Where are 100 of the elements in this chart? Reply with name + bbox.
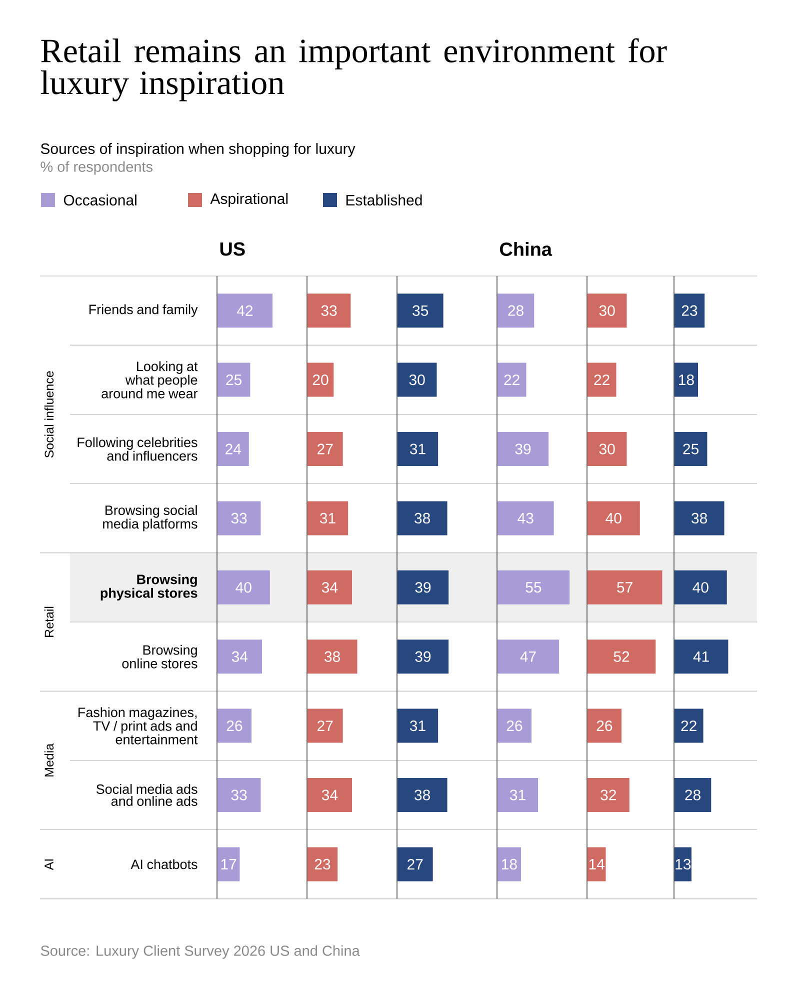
data-label: 57 <box>617 582 632 593</box>
source-note: Source: Luxury Client Survey 2026 US and China <box>40 945 360 959</box>
data-label: 26 <box>596 720 612 732</box>
bar <box>587 847 606 882</box>
y-tick-label: Friends and family <box>89 304 198 317</box>
bar <box>307 294 351 328</box>
bar <box>497 847 522 882</box>
data-label: 17 <box>221 859 236 870</box>
bar <box>217 640 262 674</box>
bar <box>217 847 240 882</box>
bar <box>217 501 261 536</box>
bar <box>397 708 438 743</box>
data-label: 13 <box>676 858 691 870</box>
y-tick-label: AI chatbots <box>130 859 198 870</box>
bar <box>587 501 640 536</box>
bar <box>587 570 662 604</box>
bar <box>674 708 704 743</box>
y-tick-label: Looking at what people around me wear <box>102 361 198 398</box>
data-label: 39 <box>515 444 531 454</box>
text: AI <box>44 859 54 870</box>
bar <box>217 294 273 328</box>
bar <box>217 778 261 812</box>
data-label: 30 <box>599 444 615 454</box>
bar <box>217 570 270 604</box>
bar <box>497 708 532 743</box>
bar <box>497 640 560 674</box>
data-label: 43 <box>518 512 534 524</box>
data-label: 26 <box>226 720 242 732</box>
data-label: 28 <box>685 790 700 800</box>
bar <box>217 708 252 743</box>
bar <box>397 362 437 397</box>
bar <box>397 501 448 536</box>
bar <box>307 708 343 743</box>
data-label: 20 <box>312 374 328 386</box>
data-label: 27 <box>318 720 333 732</box>
text: Retail <box>44 606 54 637</box>
data-label: 38 <box>414 790 430 800</box>
data-label: 18 <box>679 374 694 386</box>
data-label: 25 <box>683 444 699 454</box>
text: Retail remains an important environment for luxury inspiration <box>40 38 667 102</box>
bar <box>674 362 698 397</box>
data-label: 41 <box>693 651 709 662</box>
bar <box>587 708 622 743</box>
bar <box>307 847 338 882</box>
bar <box>397 847 433 882</box>
bar <box>307 501 348 536</box>
data-label: 40 <box>692 582 708 593</box>
bar <box>307 432 343 466</box>
bar <box>497 294 534 328</box>
data-label: 31 <box>510 790 526 800</box>
data-label: 52 <box>614 651 630 662</box>
legend-label: Aspirational <box>210 193 288 207</box>
y-tick-label: Social media ads and online ads <box>96 784 198 806</box>
data-label: 42 <box>236 305 253 316</box>
bar <box>217 362 250 397</box>
bar <box>674 847 692 882</box>
data-label: 39 <box>415 651 431 662</box>
data-label: 32 <box>600 790 616 800</box>
bar <box>397 294 444 328</box>
bar <box>397 778 448 812</box>
text: Sources of inspiration when shopping for luxury <box>40 143 356 157</box>
bar <box>307 640 358 674</box>
data-label: 22 <box>594 374 610 386</box>
data-label: 31 <box>410 444 426 454</box>
data-label: 34 <box>322 790 338 800</box>
bar <box>307 570 352 604</box>
bar <box>497 432 549 466</box>
data-label: 38 <box>692 512 708 524</box>
bar <box>587 640 656 674</box>
bar <box>674 570 727 604</box>
data-label: 47 <box>520 651 536 662</box>
bar <box>497 501 554 536</box>
data-label: 40 <box>606 512 622 524</box>
data-label: 38 <box>324 651 340 662</box>
bar <box>497 778 538 812</box>
bar <box>674 640 728 674</box>
bar <box>397 640 449 674</box>
data-label: 23 <box>314 858 330 870</box>
data-label: 23 <box>682 305 698 316</box>
data-label: 33 <box>321 305 337 316</box>
bar <box>587 362 616 397</box>
text: % of respondents <box>40 161 153 175</box>
data-label: 34 <box>322 582 338 593</box>
data-label: 14 <box>589 859 604 870</box>
y-tick-label: Following celebrities and influencers <box>78 437 198 461</box>
y-tick-label: Browsing social media platforms <box>103 505 198 532</box>
text: Media <box>44 743 54 776</box>
data-label: 33 <box>231 512 247 524</box>
data-label: 22 <box>681 720 696 732</box>
data-label: 39 <box>415 582 431 593</box>
data-label: 33 <box>231 790 247 800</box>
bar <box>307 778 352 812</box>
data-label: 34 <box>232 651 248 662</box>
data-label: 27 <box>408 858 423 870</box>
legend-label: Established <box>346 194 422 206</box>
bar <box>397 432 438 466</box>
data-label: 24 <box>226 444 242 454</box>
bar <box>307 362 334 397</box>
bar <box>497 570 570 604</box>
bar <box>674 432 708 466</box>
